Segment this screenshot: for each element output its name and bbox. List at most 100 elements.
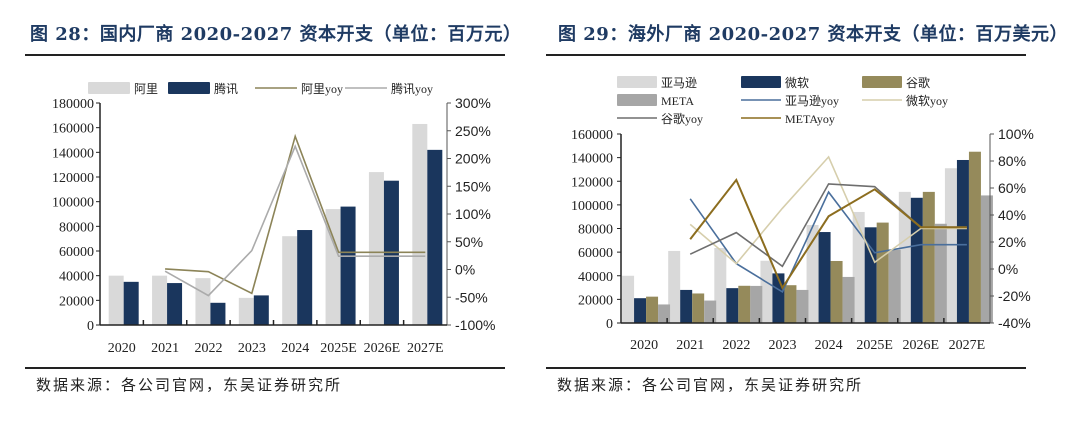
bar-微软-2021 <box>680 289 693 323</box>
right-tick-label: 200% <box>455 151 491 167</box>
bar-微软-2024 <box>818 232 831 323</box>
figure-28-bottom-rule <box>25 367 505 369</box>
x-tick-label: 2021 <box>151 341 179 356</box>
legend-swatch-腾讯 <box>168 82 210 94</box>
bar-微软-2026E <box>910 197 923 323</box>
bar-微软-2027E <box>956 159 969 323</box>
bar-阿里-2024 <box>282 236 298 325</box>
left-tick-label: 0 <box>606 317 613 332</box>
x-tick-label: 2027E <box>407 341 444 356</box>
bar-谷歌-2023 <box>784 285 797 323</box>
figure-29-source: 数据来源：各公司官网，东吴证券研究所 <box>557 376 864 394</box>
bar-META-2020 <box>658 304 671 323</box>
line-腾讯yoy <box>164 144 426 297</box>
left-tick-label: 0 <box>87 319 94 334</box>
left-tick-label: 120000 <box>52 171 94 186</box>
bar-阿里-2025E <box>325 209 341 325</box>
right-tick-label: 250% <box>455 123 491 139</box>
x-tick-label: 2022 <box>194 341 222 356</box>
x-tick-label: 2024 <box>281 341 309 356</box>
legend-label-谷歌yoy: 谷歌yoy <box>661 111 703 126</box>
bar-META-2021 <box>704 300 717 323</box>
bar-谷歌-2027E <box>968 151 981 323</box>
legend-swatch-微软 <box>741 76 781 88</box>
legend-label-亚马逊yoy: 亚马逊yoy <box>785 94 839 108</box>
legend-swatch-谷歌 <box>862 76 902 88</box>
bar-亚马逊-2024 <box>806 224 819 323</box>
bar-亚马逊-2022 <box>714 247 727 323</box>
right-tick-label: 60% <box>998 180 1026 196</box>
legend-label-亚马逊: 亚马逊 <box>661 76 697 90</box>
right-tick-label: 0% <box>455 262 475 278</box>
chart-overseas-capex: 2020 2021 2022 2023 2024 2025E 2026E 2027E 0 2000… <box>571 75 1034 353</box>
left-tick-label: 180000 <box>52 97 94 112</box>
bar-谷歌-2020 <box>646 296 659 323</box>
x-tick-label: 2021 <box>676 338 704 353</box>
left-tick-label: 140000 <box>52 146 94 161</box>
bar-阿里-2026E <box>368 172 384 325</box>
bar-腾讯-2020 <box>123 281 139 325</box>
bar-META-2026E <box>934 223 947 323</box>
x-tick-label: 2024 <box>815 338 843 353</box>
bar-微软-2020 <box>634 298 647 323</box>
left-tick-label: 40000 <box>59 270 94 285</box>
left-tick-label: 100000 <box>52 196 94 211</box>
line-阿里yoy <box>165 133 426 295</box>
x-tick-label: 2025E <box>856 338 893 353</box>
left-tick-label: 80000 <box>578 223 613 238</box>
left-tick-label: 60000 <box>59 245 94 260</box>
bar-阿里-2027E <box>412 123 428 325</box>
left-tick-label: 160000 <box>571 128 613 143</box>
right-tick-label: 150% <box>455 178 491 194</box>
bar-亚马逊-2021 <box>668 250 681 323</box>
bar-META-2024 <box>842 276 855 323</box>
left-tick-label: 40000 <box>578 270 613 285</box>
x-tick-label: 2026E <box>364 341 401 356</box>
x-tick-label: 2022 <box>722 338 750 353</box>
chart-domestic-capex: 2020 2021 2022 2023 2024 2025E 2026E 2027E 0 2000… <box>52 81 495 356</box>
bar-微软-2022 <box>726 288 739 323</box>
legend-label-腾讯: 腾讯 <box>214 81 238 96</box>
left-tick-label: 100000 <box>571 199 613 214</box>
bar-腾讯-2025E <box>340 206 356 325</box>
right-tick-label: 50% <box>455 234 483 250</box>
bar-阿里-2023 <box>238 297 254 325</box>
x-tick-label: 2025E <box>320 341 357 356</box>
bar-亚马逊-2020 <box>622 275 635 323</box>
right-tick-label: 100% <box>455 206 491 222</box>
bar-亚马逊-2026E <box>898 191 911 323</box>
right-tick-label: 40% <box>998 207 1026 223</box>
left-tick-label: 20000 <box>578 293 613 308</box>
x-tick-label: 2026E <box>903 338 940 353</box>
left-tick-label: 140000 <box>571 152 613 167</box>
bar-腾讯-2023 <box>253 295 269 325</box>
bar-亚马逊-2025E <box>852 211 865 323</box>
figure-28-source: 数据来源：各公司官网，东吴证券研究所 <box>36 376 343 394</box>
bar-谷歌-2022 <box>738 285 751 323</box>
legend-label-腾讯yoy: 腾讯yoy <box>391 81 433 96</box>
bar-腾讯-2022 <box>210 302 226 325</box>
x-tick-label: 2020 <box>630 338 658 353</box>
bar-谷歌-2021 <box>692 293 705 323</box>
line-微软yoy <box>689 155 967 265</box>
bar-亚马逊-2027E <box>944 168 957 323</box>
legend-label-阿里: 阿里 <box>134 82 158 96</box>
bar-阿里-2021 <box>152 275 168 325</box>
figure-28-title: 图 28：国内厂商 2020-2027 资本开支（单位：百万元） <box>30 24 522 45</box>
bar-腾讯-2024 <box>297 230 313 325</box>
right-tick-label: -100% <box>455 317 495 333</box>
bar-阿里-2022 <box>195 278 211 325</box>
bar-META-2023 <box>796 289 809 323</box>
legend-label-METAyoy: METAyoy <box>785 112 835 126</box>
right-tick-label: 80% <box>998 153 1026 169</box>
figure-29-top-rule <box>546 54 1026 56</box>
bar-腾讯-2021 <box>167 283 183 325</box>
left-tick-label: 80000 <box>59 220 94 235</box>
right-tick-label: 20% <box>998 234 1026 250</box>
legend-label-谷歌: 谷歌 <box>906 75 930 90</box>
x-tick-label: 2027E <box>949 338 986 353</box>
right-tick-label: -50% <box>455 289 488 305</box>
legend-label-阿里yoy: 阿里yoy <box>301 82 343 96</box>
legend-label-微软yoy: 微软yoy <box>906 94 948 108</box>
